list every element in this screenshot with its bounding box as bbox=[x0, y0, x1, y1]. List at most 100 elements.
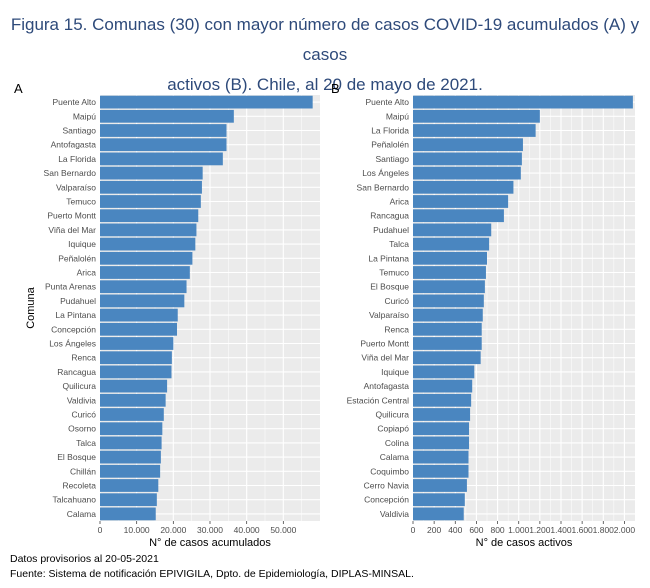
x-axis-title: N° de casos acumulados bbox=[149, 537, 271, 549]
category-label: Puerto Montt bbox=[360, 339, 409, 349]
category-label: Pudahuel bbox=[60, 296, 96, 306]
x-tick-label: 20.000 bbox=[160, 525, 186, 535]
category-label: Chillán bbox=[70, 466, 96, 476]
category-label: Talca bbox=[76, 438, 96, 448]
x-tick-label: 40.000 bbox=[234, 525, 260, 535]
bar bbox=[413, 266, 486, 279]
bar bbox=[100, 237, 196, 251]
bar bbox=[413, 450, 469, 464]
bar bbox=[413, 166, 521, 180]
category-label: Arica bbox=[77, 268, 97, 278]
category-label: La Florida bbox=[58, 154, 96, 164]
category-label: Cerro Navia bbox=[364, 481, 410, 491]
category-label: San Bernardo bbox=[44, 168, 97, 178]
x-tick-label: 1.400 bbox=[550, 525, 572, 535]
panel-a-letter: A bbox=[14, 81, 23, 96]
category-label: Curicó bbox=[384, 296, 409, 306]
category-label: Curicó bbox=[71, 410, 96, 420]
x-tick-label: 200 bbox=[427, 525, 441, 535]
category-label: Santiago bbox=[375, 154, 409, 164]
category-label: Quilicura bbox=[62, 381, 96, 391]
bar bbox=[413, 507, 464, 521]
category-label: Arica bbox=[390, 197, 410, 207]
x-tick-label: 50.000 bbox=[270, 525, 296, 535]
x-tick-label: 0 bbox=[411, 525, 416, 535]
bar bbox=[100, 351, 172, 365]
x-tick-label: 1.000 bbox=[508, 525, 530, 535]
category-label: Peñalolén bbox=[371, 140, 409, 150]
category-label: Antofagasta bbox=[51, 140, 97, 150]
category-label: Concepción bbox=[51, 324, 96, 334]
category-label: Peñalolén bbox=[58, 253, 96, 263]
x-tick-label: 1.800 bbox=[593, 525, 615, 535]
bar bbox=[100, 493, 157, 507]
category-label: Iquique bbox=[68, 239, 96, 249]
bar bbox=[100, 209, 199, 223]
bar bbox=[100, 195, 201, 208]
chart-panel-b: Puente Alto Maipú La Florida Peñalolén Santi… bbox=[347, 95, 635, 549]
category-label: Puente Alto bbox=[366, 97, 410, 107]
category-label: Quilicura bbox=[375, 410, 409, 420]
bar bbox=[413, 109, 540, 123]
bar bbox=[100, 422, 163, 436]
category-label: Temuco bbox=[379, 268, 409, 278]
bar bbox=[100, 365, 172, 379]
bar bbox=[413, 422, 470, 436]
category-label: Los Ángeles bbox=[49, 339, 96, 349]
category-label: La Florida bbox=[371, 126, 409, 136]
category-label: Maipú bbox=[386, 111, 409, 121]
bar bbox=[100, 166, 203, 180]
category-label: Maipú bbox=[73, 111, 96, 121]
panel-b-letter: B bbox=[331, 81, 340, 96]
category-label: Calama bbox=[380, 452, 410, 462]
x-axis-title: N° de casos activos bbox=[476, 537, 573, 549]
category-label: Rancagua bbox=[370, 211, 409, 221]
bar bbox=[413, 180, 514, 194]
bar bbox=[413, 124, 536, 137]
bar bbox=[413, 493, 465, 507]
category-label: Coquimbo bbox=[370, 466, 409, 476]
bar bbox=[100, 337, 174, 350]
bar bbox=[413, 251, 487, 265]
bar bbox=[413, 237, 490, 251]
x-tick-label: 800 bbox=[490, 525, 504, 535]
bar bbox=[100, 479, 159, 492]
bar bbox=[413, 223, 492, 237]
category-label: Pudahuel bbox=[373, 225, 409, 235]
bar bbox=[413, 280, 485, 294]
bar bbox=[413, 464, 469, 478]
category-label: Copiapó bbox=[377, 424, 409, 434]
x-tick-label: 1.200 bbox=[529, 525, 551, 535]
category-label: Los Ángeles bbox=[362, 168, 409, 178]
bar bbox=[413, 294, 484, 308]
bar bbox=[100, 251, 193, 265]
bar bbox=[413, 322, 482, 336]
bar bbox=[413, 209, 504, 223]
bar bbox=[413, 195, 509, 208]
bar bbox=[100, 280, 187, 294]
plot-background bbox=[413, 95, 635, 521]
x-tick-label: 0 bbox=[98, 525, 103, 535]
bar bbox=[100, 393, 166, 407]
bar bbox=[100, 322, 177, 336]
category-label: Calama bbox=[67, 509, 97, 519]
category-label: Osorno bbox=[68, 424, 96, 434]
x-tick-label: 30.000 bbox=[197, 525, 223, 535]
bar bbox=[100, 507, 156, 521]
y-axis-title: Comuna bbox=[25, 286, 37, 328]
category-label: Iquique bbox=[381, 367, 409, 377]
bar bbox=[413, 152, 522, 166]
bar bbox=[100, 436, 162, 450]
bar bbox=[413, 365, 475, 379]
bar bbox=[413, 379, 473, 393]
bar bbox=[413, 393, 472, 407]
bar bbox=[100, 138, 227, 152]
category-label: Valdivia bbox=[67, 395, 96, 405]
bar bbox=[100, 95, 313, 109]
category-label: La Pintana bbox=[368, 253, 409, 263]
category-label: Colina bbox=[385, 438, 409, 448]
bar bbox=[100, 266, 190, 279]
x-tick-label: 10.000 bbox=[124, 525, 150, 535]
category-label: Estación Central bbox=[347, 395, 409, 405]
category-label: Valdivia bbox=[380, 509, 409, 519]
